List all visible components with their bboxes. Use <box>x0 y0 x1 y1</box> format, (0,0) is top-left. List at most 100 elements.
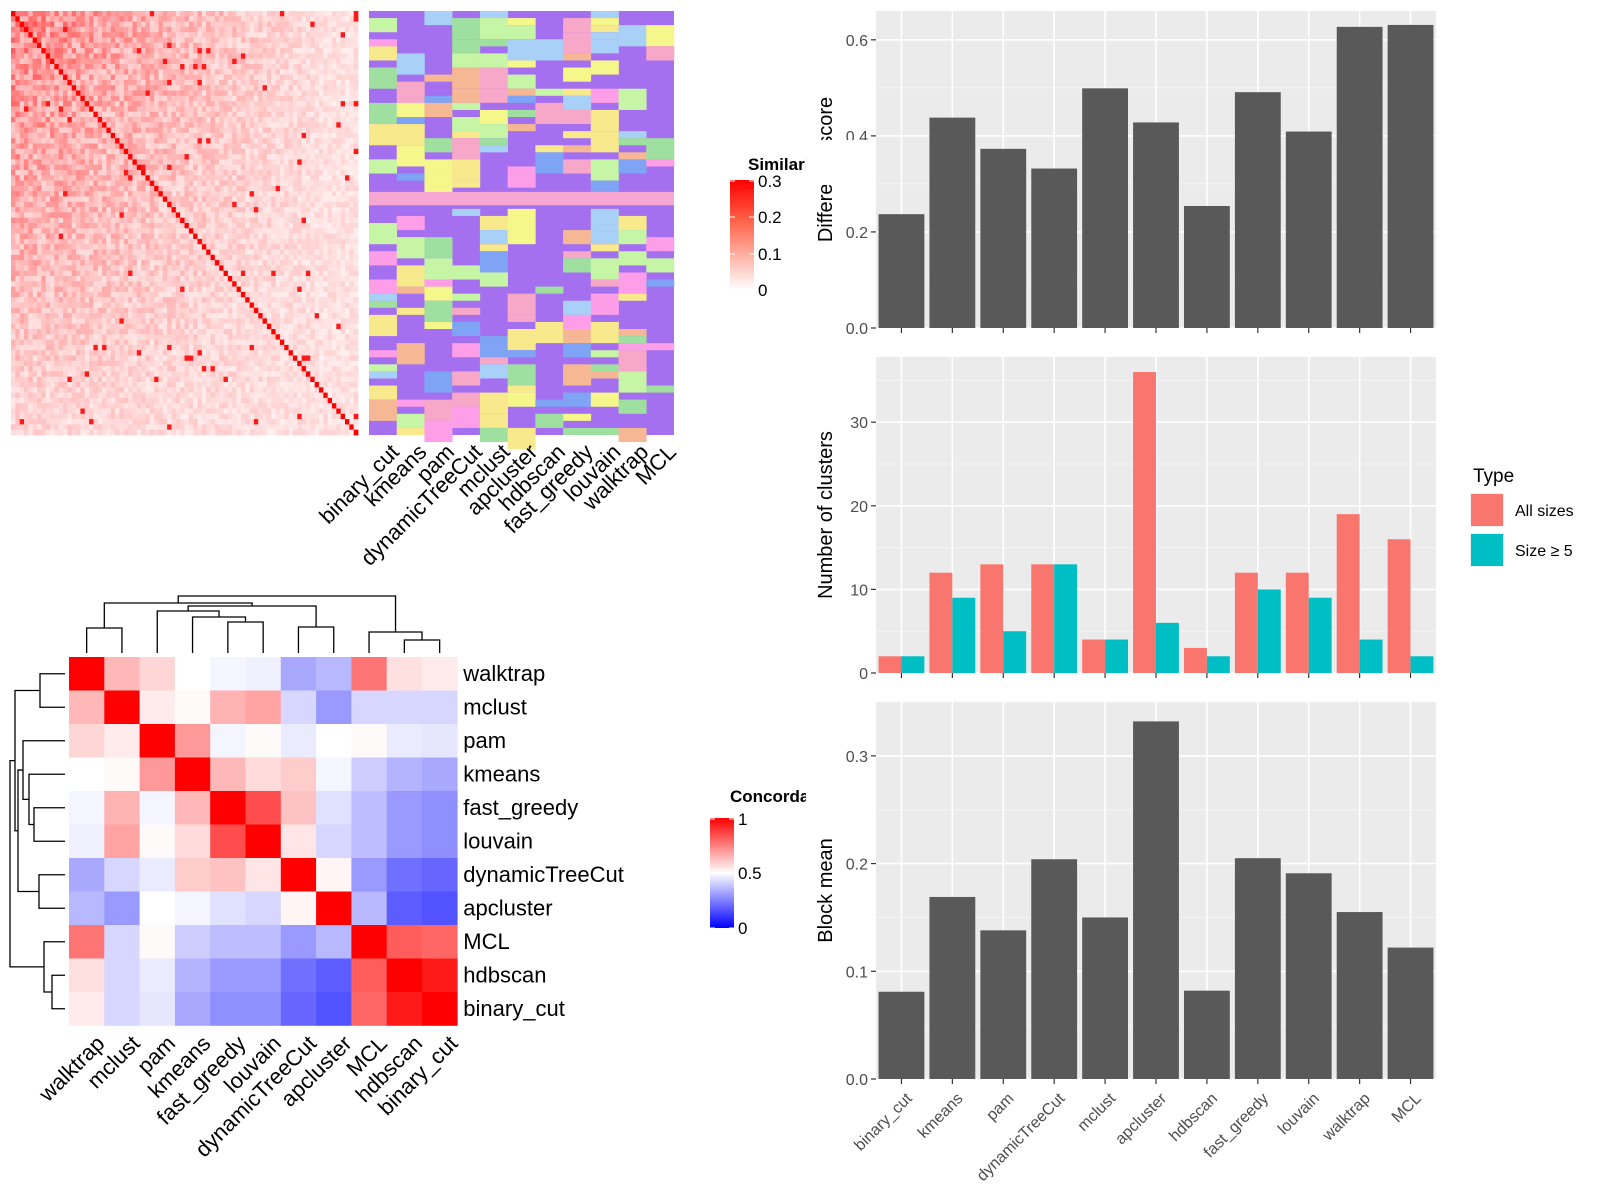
similarity-cell <box>123 90 129 97</box>
similarity-cell <box>323 233 329 240</box>
similarity-cell <box>110 286 116 293</box>
similarity-cell <box>344 164 350 171</box>
similarity-cell <box>145 122 151 128</box>
similarity-cell <box>240 48 246 54</box>
similarity-cell <box>123 185 129 192</box>
similarity-cell <box>184 313 190 319</box>
similarity-cell <box>97 159 103 166</box>
similarity-cell <box>245 207 250 213</box>
similarity-cell <box>193 334 198 340</box>
similarity-cell <box>80 329 86 335</box>
similarity-cell <box>97 90 103 97</box>
similarity-cell <box>71 318 77 325</box>
similarity-cell <box>41 138 47 144</box>
similarity-cell <box>297 233 303 240</box>
similarity-cell <box>89 276 94 282</box>
similarity-cell <box>158 53 164 60</box>
similarity-cell <box>201 148 207 155</box>
similarity-cell <box>162 117 168 123</box>
similarity-cell <box>297 74 303 81</box>
similarity-cell <box>50 238 55 245</box>
similarity-cell <box>223 79 229 86</box>
similarity-cell <box>171 217 177 224</box>
similarity-cell <box>119 180 125 187</box>
similarity-cell <box>67 270 73 277</box>
similarity-cell <box>89 270 94 277</box>
similarity-cell <box>97 334 103 340</box>
similarity-cell <box>67 313 73 319</box>
similarity-cell <box>305 260 311 266</box>
similarity-cell <box>305 111 311 118</box>
similarity-cell <box>184 170 190 176</box>
similarity-cell <box>71 233 77 240</box>
similarity-cell <box>54 48 60 54</box>
similarity-cell <box>71 196 77 203</box>
similarity-cell <box>115 48 120 54</box>
similarity-cell <box>106 101 112 107</box>
similarity-cell <box>11 233 16 240</box>
similarity-cell <box>245 228 250 234</box>
similarity-cell <box>284 16 289 22</box>
similarity-cell <box>58 291 64 298</box>
similarity-cell <box>188 64 194 70</box>
similarity-cell <box>58 313 64 319</box>
similarity-cell <box>54 11 60 17</box>
similarity-cell <box>344 117 350 123</box>
similarity-cell <box>167 64 172 70</box>
similarity-cell <box>128 106 133 113</box>
similarity-cell <box>258 21 263 28</box>
similarity-cell <box>128 69 133 75</box>
similarity-cell <box>45 11 51 17</box>
similarity-cell <box>71 291 77 298</box>
similarity-cell <box>314 307 320 314</box>
similarity-cell <box>349 201 355 208</box>
similarity-cell <box>123 117 129 123</box>
similarity-cell <box>184 111 190 118</box>
similarity-cell <box>227 32 233 38</box>
similarity-cell <box>123 154 129 160</box>
similarity-cell <box>327 37 333 44</box>
similarity-cell <box>37 270 42 277</box>
similarity-cell <box>214 127 220 134</box>
similarity-cell <box>128 260 133 266</box>
similarity-cell <box>292 143 298 150</box>
similarity-cell <box>197 74 203 81</box>
similarity-cell <box>318 302 324 309</box>
similarity-cell <box>193 260 198 266</box>
similarity-cell <box>197 111 203 118</box>
similarity-cell <box>76 85 81 91</box>
similarity-cell <box>50 307 55 314</box>
similarity-cell <box>119 223 125 229</box>
similarity-cell <box>41 148 47 155</box>
similarity-cell <box>353 185 359 192</box>
similarity-cell <box>41 244 47 250</box>
similarity-cell <box>219 191 224 197</box>
similarity-cell <box>266 148 272 155</box>
similarity-cell <box>19 313 25 319</box>
similarity-cell <box>210 159 216 166</box>
similarity-cell <box>171 191 177 197</box>
similarity-cell <box>262 313 268 319</box>
similarity-cell <box>102 26 107 33</box>
similarity-cell <box>318 79 324 86</box>
similarity-cell <box>32 85 38 91</box>
similarity-cell <box>80 217 86 224</box>
similarity-cell <box>214 307 220 314</box>
similarity-cell <box>249 254 255 261</box>
similarity-cell <box>180 270 185 277</box>
similarity-cell <box>349 334 355 340</box>
similarity-cell <box>279 37 285 44</box>
similarity-cell <box>97 180 103 187</box>
similarity-cell <box>149 281 155 287</box>
similarity-cell <box>275 175 281 181</box>
similarity-cell <box>340 79 346 86</box>
similarity-cell <box>162 265 168 272</box>
similarity-cell <box>67 11 73 17</box>
similarity-cell <box>344 69 350 75</box>
similarity-cell <box>71 254 77 261</box>
similarity-cell <box>240 79 246 86</box>
similarity-cell <box>223 48 229 54</box>
similarity-cell <box>84 291 90 298</box>
similarity-cell <box>336 233 342 240</box>
similarity-cell <box>141 101 146 107</box>
